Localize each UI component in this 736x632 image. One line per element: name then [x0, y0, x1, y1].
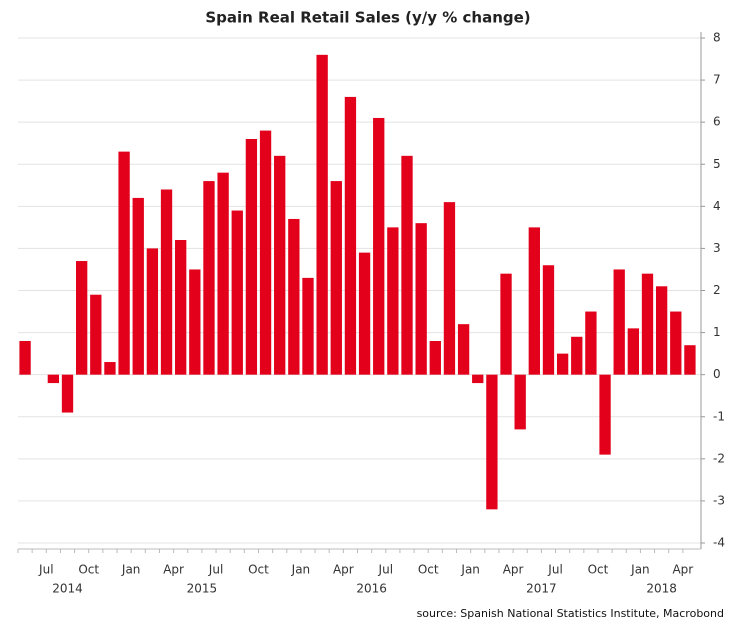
y-tick-label: 2 — [713, 283, 721, 297]
bar — [274, 155, 286, 375]
x-group-label: 2015 — [187, 582, 218, 596]
y-tick-label: 3 — [713, 241, 721, 255]
bar — [75, 261, 88, 375]
bar — [146, 248, 159, 375]
bar — [443, 202, 456, 375]
y-tick-label: -1 — [713, 409, 725, 423]
x-tick-label: Apr — [333, 563, 354, 577]
bar — [429, 341, 441, 375]
bar — [132, 197, 144, 375]
x-tick-label: Jul — [38, 563, 53, 577]
source-note: source: Spanish National Statistics Inst… — [417, 607, 724, 620]
x-tick-label: Oct — [588, 563, 609, 577]
y-tick-label: 7 — [713, 73, 721, 87]
x-tick-label: Jan — [630, 563, 650, 577]
x-group-label: 2014 — [52, 582, 83, 596]
bar — [387, 227, 399, 375]
bar — [302, 277, 314, 375]
y-tick-label: 1 — [713, 325, 721, 339]
bar — [627, 328, 640, 375]
x-tick-label: Oct — [418, 563, 439, 577]
x-tick-label: Apr — [503, 563, 524, 577]
bar — [670, 311, 682, 375]
bar — [288, 218, 300, 375]
x-tick-label: Jul — [378, 563, 393, 577]
bar — [175, 240, 187, 375]
y-tick-label: 8 — [713, 31, 721, 45]
bar — [47, 374, 60, 384]
bar — [401, 155, 413, 375]
bar — [217, 172, 229, 375]
bar — [571, 336, 583, 375]
bar — [373, 117, 385, 375]
x-tick-label: Apr — [163, 563, 184, 577]
x-group-label: 2016 — [356, 582, 387, 596]
bar — [19, 341, 31, 375]
bar — [641, 273, 654, 375]
bar — [259, 130, 272, 375]
bar — [118, 151, 130, 375]
x-group-label: 2017 — [526, 582, 557, 596]
bar — [90, 294, 102, 375]
chart-title: Spain Real Retail Sales (y/y % change) — [205, 9, 530, 27]
y-tick-label: 4 — [713, 199, 721, 213]
x-tick-label: Oct — [78, 563, 99, 577]
bar — [457, 324, 470, 375]
bar — [486, 374, 498, 510]
x-tick-label: Jan — [291, 563, 311, 577]
y-tick-label: -4 — [713, 536, 725, 550]
x-tick-label: Oct — [248, 563, 269, 577]
y-tick-label: 5 — [713, 157, 721, 171]
bar — [61, 374, 74, 413]
bar — [556, 353, 569, 375]
bar — [358, 252, 371, 375]
x-tick-label: Jul — [547, 563, 562, 577]
bar — [655, 286, 668, 375]
bar — [613, 269, 625, 375]
bar — [684, 345, 696, 375]
bar — [316, 54, 328, 375]
bar — [500, 273, 512, 375]
bar — [514, 374, 526, 430]
x-tick-label: Jul — [208, 563, 223, 577]
bar — [415, 223, 427, 375]
bar — [472, 374, 484, 384]
bar — [585, 311, 597, 375]
y-tick-label: 0 — [713, 367, 721, 381]
bar — [231, 210, 243, 375]
x-tick-label: Jan — [460, 563, 480, 577]
y-tick-label: -2 — [713, 451, 725, 465]
x-group-label: 2018 — [646, 582, 677, 596]
y-tick-label: 6 — [713, 115, 721, 129]
bar — [599, 374, 611, 455]
bar — [245, 139, 258, 375]
bar — [104, 362, 116, 375]
bar — [542, 265, 555, 375]
bar — [344, 96, 357, 375]
x-tick-label: Apr — [672, 563, 693, 577]
bar — [528, 227, 540, 375]
x-tick-label: Jan — [121, 563, 141, 577]
bar — [330, 181, 342, 375]
y-tick-label: -3 — [713, 493, 725, 507]
bar — [203, 181, 215, 375]
bar — [160, 189, 173, 375]
bar — [189, 269, 201, 375]
